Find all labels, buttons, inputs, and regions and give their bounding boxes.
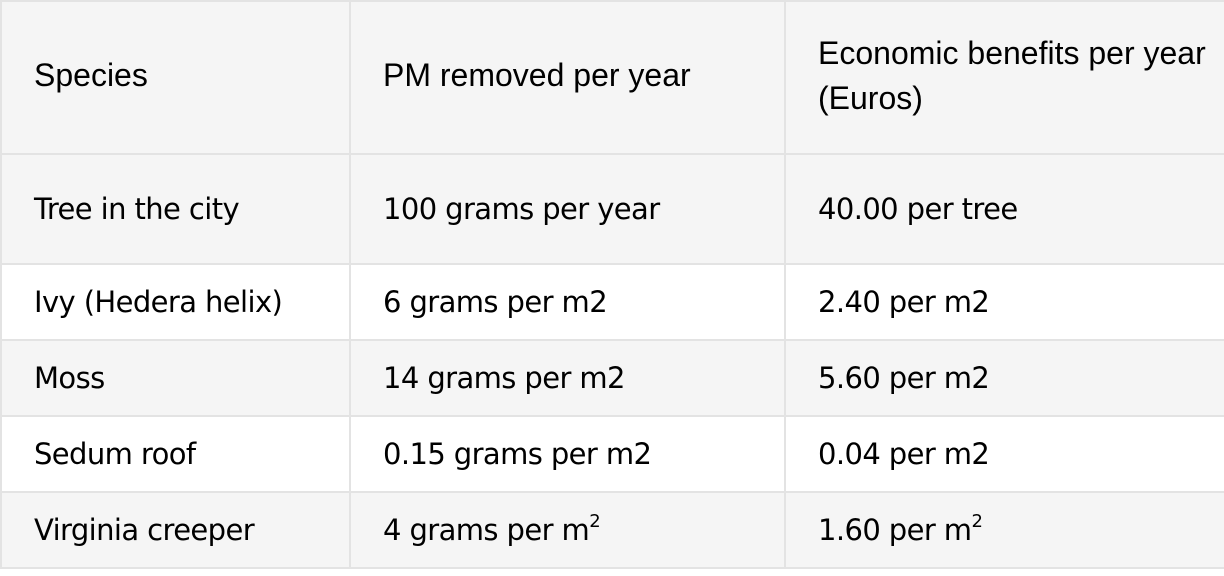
header-species-label: Species	[34, 57, 148, 93]
species-cell: Sedum roof	[0, 415, 351, 493]
header-cell-pm-removed: PM removed per year	[349, 0, 786, 155]
pm-unit-superscript: 2	[589, 511, 601, 532]
economic-benefit-cell: 5.60 per m2	[784, 339, 1224, 417]
pm-removed-cell: 6 grams per m2	[349, 263, 786, 341]
table-row: Sedum roof 0.15 grams per m2 0.04 per m2	[0, 415, 1224, 493]
economic-benefit-cell: 1.60 per m2	[784, 491, 1224, 569]
header-economic-benefits-label: Economic benefits per year (Euros)	[818, 34, 1206, 116]
table-row: Ivy (Hedera helix) 6 grams per m2 2.40 p…	[0, 263, 1224, 341]
species-cell: Virginia creeper	[0, 491, 351, 569]
header-pm-removed-label: PM removed per year	[383, 57, 691, 93]
pm-removed-cell: 14 grams per m2	[349, 339, 786, 417]
table-row: Moss 14 grams per m2 5.60 per m2	[0, 339, 1224, 417]
header-cell-species: Species	[0, 0, 351, 155]
economic-benefit-cell: 0.04 per m2	[784, 415, 1224, 493]
pm-removed-cell: 4 grams per m2	[349, 491, 786, 569]
economic-benefit-cell: 2.40 per m2	[784, 263, 1224, 341]
pm-removed-text: 4 grams per m	[383, 513, 590, 547]
table-header-row: Species PM removed per year Economic ben…	[0, 0, 1224, 155]
table-row: Tree in the city 100 grams per year 40.0…	[0, 153, 1224, 265]
pm-removed-cell: 0.15 grams per m2	[349, 415, 786, 493]
economic-benefit-text: 1.60 per m	[818, 513, 972, 547]
species-cell: Moss	[0, 339, 351, 417]
species-cell: Ivy (Hedera helix)	[0, 263, 351, 341]
species-cell: Tree in the city	[0, 153, 351, 265]
table-row: Virginia creeper 4 grams per m2 1.60 per…	[0, 491, 1224, 569]
pm-removed-cell: 100 grams per year	[349, 153, 786, 265]
header-cell-economic-benefits: Economic benefits per year (Euros)	[784, 0, 1224, 155]
economic-benefit-cell: 40.00 per tree	[784, 153, 1224, 265]
benefit-unit-superscript: 2	[971, 511, 983, 532]
